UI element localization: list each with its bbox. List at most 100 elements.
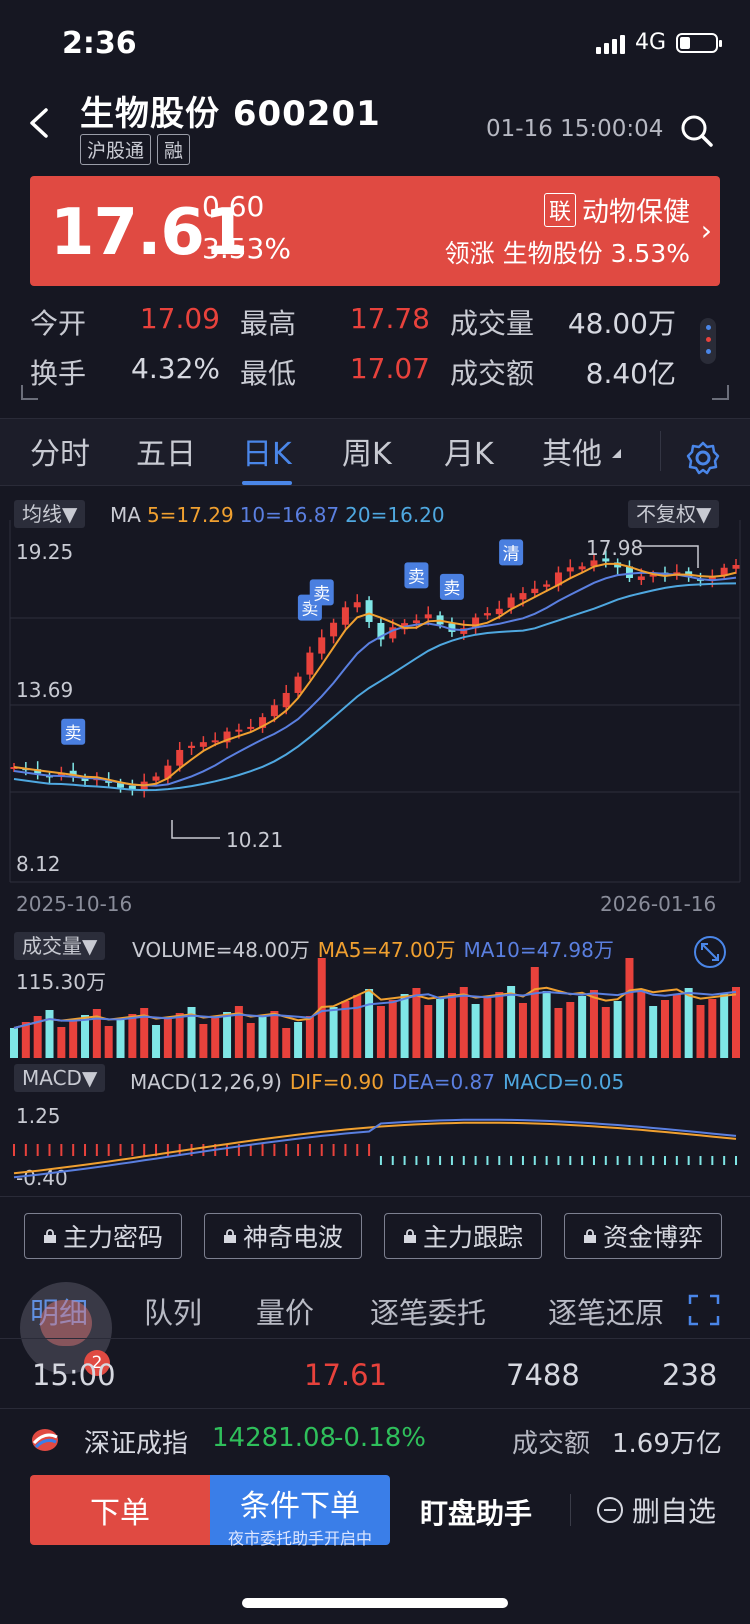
macd-bar xyxy=(131,1144,134,1156)
macd-bar xyxy=(415,1156,418,1165)
candle-body xyxy=(531,588,539,594)
volume-bar xyxy=(625,958,634,1058)
candle-body xyxy=(330,622,338,637)
volume-bar xyxy=(732,987,740,1058)
volume-bar xyxy=(258,1017,267,1058)
volume-bar xyxy=(92,1009,101,1058)
tab-other[interactable]: 其他 xyxy=(542,437,602,472)
conditional-order-sub: 夜市委托助手开启中 xyxy=(227,1529,372,1548)
volume-bar xyxy=(708,999,717,1058)
volume-bar xyxy=(234,1006,243,1058)
candle-body xyxy=(412,620,420,624)
macd-bar xyxy=(486,1156,489,1165)
candle-body xyxy=(566,567,574,572)
volume-bar xyxy=(57,1027,66,1058)
monitor-assistant-button[interactable]: 盯盘助手 xyxy=(420,1497,533,1530)
macd-bar xyxy=(95,1144,98,1156)
candle-body xyxy=(117,782,125,788)
macd-params: MACD(12,26,9) xyxy=(130,1070,282,1094)
ma-toggle[interactable]: 均线▼ xyxy=(14,498,86,528)
expand-corner-icon xyxy=(21,385,38,400)
volume-bar xyxy=(152,1025,161,1058)
candle-body xyxy=(318,637,326,654)
tab-five-day[interactable]: 五日 xyxy=(136,437,196,472)
macd-bar xyxy=(297,1144,300,1156)
fullscreen-icon[interactable] xyxy=(692,934,728,970)
lock-icon xyxy=(43,1229,56,1243)
tab-tick-restore[interactable]: 逐笔还原 xyxy=(548,1296,665,1330)
lock-button-capital[interactable]: 资金博弈 xyxy=(564,1213,722,1259)
macd-bar xyxy=(616,1156,619,1165)
tab-daily-k[interactable]: 日K xyxy=(242,429,292,485)
home-indicator[interactable] xyxy=(242,1598,508,1608)
gear-icon[interactable] xyxy=(685,440,721,476)
candle-body xyxy=(732,565,740,569)
macd-bar xyxy=(60,1144,63,1156)
lock-button-tracking[interactable]: 主力跟踪 xyxy=(384,1213,542,1259)
candle-group xyxy=(10,550,740,798)
macd-chart[interactable] xyxy=(0,1096,750,1196)
volume-toggle[interactable]: 成交量▼ xyxy=(14,930,106,960)
macd-bar xyxy=(24,1144,27,1156)
price-banner[interactable]: 17.61 0.60 3.53% 联 动物保健 领涨 生物股份 3.53% › xyxy=(30,176,720,286)
volume-bar xyxy=(116,1020,125,1058)
tab-divider xyxy=(660,431,661,471)
signal-marker xyxy=(309,579,334,606)
stat-label-open: 今开 xyxy=(30,307,87,340)
kline-low-label: 10.21 xyxy=(226,828,284,852)
stat-label-amount: 成交额 xyxy=(450,357,535,390)
macd-toggle[interactable]: MACD▼ xyxy=(14,1064,106,1092)
search-icon[interactable] xyxy=(680,114,714,148)
volume-bars xyxy=(10,958,740,1058)
kline-date-start: 2025-10-16 xyxy=(16,892,133,916)
macd-bars xyxy=(13,1144,737,1165)
divider xyxy=(0,1338,750,1339)
more-options-icon[interactable] xyxy=(700,318,716,364)
index-bar[interactable]: 深证成指 14281.08 -0.18% 成交额 1.69万亿 xyxy=(0,1408,750,1471)
candle-body xyxy=(199,742,207,747)
macd-bar xyxy=(48,1144,51,1156)
stat-value-open: 17.09 xyxy=(139,302,220,335)
candle-body xyxy=(720,567,728,576)
candle-body xyxy=(483,613,491,616)
tab-detail[interactable]: 明细 xyxy=(30,1296,89,1330)
price-change: 0.60 xyxy=(202,190,265,223)
sector-info[interactable]: 联 动物保健 xyxy=(543,190,690,229)
macd-bar xyxy=(557,1156,560,1165)
adjust-toggle[interactable]: 不复权▼ xyxy=(628,498,720,528)
macd-bar xyxy=(687,1156,690,1165)
candle-body xyxy=(495,608,503,615)
lock-button-main-code[interactable]: 主力密码 xyxy=(24,1213,182,1259)
candle-body xyxy=(176,749,184,766)
macd-bar xyxy=(735,1156,737,1165)
volume-bar xyxy=(637,989,646,1058)
back-icon[interactable] xyxy=(26,108,56,138)
tab-queue[interactable]: 队列 xyxy=(144,1296,203,1330)
tab-weekly-k[interactable]: 周K xyxy=(342,437,392,472)
signal-marker-label: 卖 xyxy=(65,724,82,744)
macd-bar xyxy=(261,1144,264,1156)
tab-volume-price[interactable]: 量价 xyxy=(256,1296,315,1330)
kline-high-label: 17.98 xyxy=(586,536,644,560)
macd-bar xyxy=(510,1156,513,1165)
expand-icon[interactable] xyxy=(688,1294,720,1326)
volume-bar xyxy=(376,1006,385,1058)
conditional-order-label: 条件下单 xyxy=(240,1489,360,1524)
volume-chart[interactable] xyxy=(0,950,750,1060)
volume-bar xyxy=(495,992,504,1058)
volume-bar xyxy=(294,1022,303,1058)
tab-monthly-k[interactable]: 月K xyxy=(444,437,494,472)
tab-order-by-order[interactable]: 逐笔委托 xyxy=(370,1296,487,1330)
candle-body xyxy=(377,622,385,640)
macd-bar xyxy=(273,1144,276,1156)
remove-favorite-button[interactable]: 删自选 xyxy=(596,1490,716,1530)
order-button[interactable]: 下单 xyxy=(30,1475,210,1545)
volume-bar xyxy=(720,993,729,1058)
candle-body xyxy=(57,772,65,777)
conditional-order-button[interactable]: 条件下单 夜市委托助手开启中 xyxy=(210,1475,390,1548)
candle-body xyxy=(128,785,136,790)
tab-intraday[interactable]: 分时 xyxy=(30,437,90,472)
signal-icon xyxy=(595,32,625,54)
lock-button-wave[interactable]: 神奇电波 xyxy=(204,1213,362,1259)
